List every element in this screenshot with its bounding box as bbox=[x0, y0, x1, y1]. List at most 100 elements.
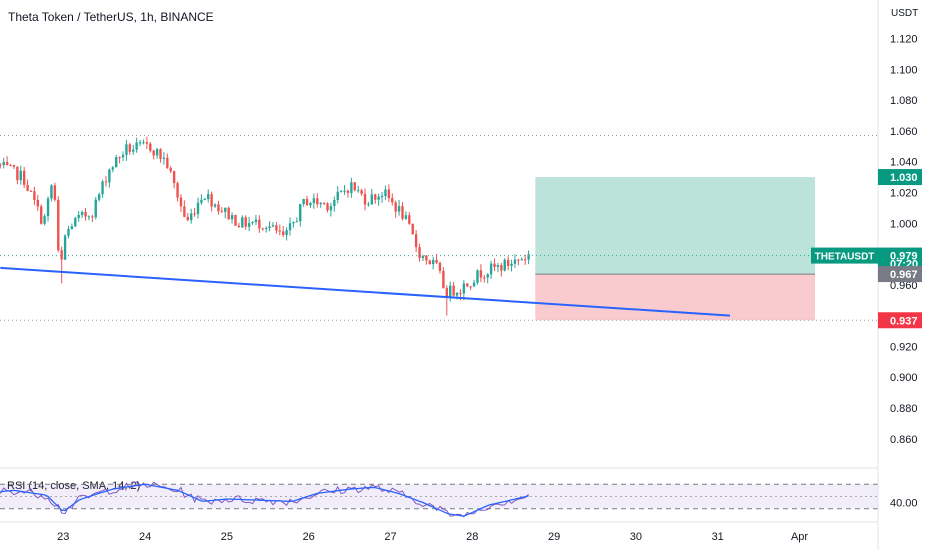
candle bbox=[224, 207, 227, 213]
candle bbox=[391, 198, 394, 203]
candle bbox=[411, 223, 414, 235]
candle bbox=[404, 215, 408, 219]
price-tick-label: 1.000 bbox=[890, 218, 918, 230]
candle bbox=[53, 185, 57, 200]
candle bbox=[22, 170, 26, 185]
trendline-group bbox=[0, 266, 731, 317]
candle bbox=[431, 259, 435, 265]
candle bbox=[50, 185, 53, 199]
candle bbox=[312, 198, 316, 204]
candle bbox=[476, 270, 479, 283]
candle bbox=[271, 225, 275, 227]
price-tick-label: 1.080 bbox=[890, 95, 918, 107]
profit-tag bbox=[878, 169, 922, 186]
time-tick-label: Apr bbox=[791, 531, 808, 543]
rsi-pane bbox=[0, 467, 878, 518]
candle bbox=[367, 204, 370, 206]
candle bbox=[128, 144, 132, 152]
candle bbox=[46, 198, 50, 217]
candle bbox=[254, 219, 258, 223]
candle bbox=[496, 265, 500, 268]
candle bbox=[87, 216, 91, 218]
candle bbox=[370, 194, 374, 205]
candle bbox=[527, 254, 530, 260]
candle bbox=[251, 222, 254, 224]
time-tick-label: 23 bbox=[57, 531, 69, 543]
candle bbox=[425, 255, 428, 261]
candle bbox=[387, 189, 391, 199]
profit-zone bbox=[535, 177, 816, 275]
candle bbox=[455, 292, 459, 296]
candle bbox=[268, 226, 271, 229]
candle bbox=[333, 199, 336, 207]
time-tick-label: 27 bbox=[384, 531, 396, 543]
candle bbox=[384, 189, 387, 197]
candle bbox=[138, 142, 142, 144]
candle bbox=[60, 250, 63, 260]
candle bbox=[237, 225, 241, 228]
candle bbox=[166, 157, 169, 169]
candle bbox=[394, 202, 397, 212]
candle bbox=[377, 196, 380, 200]
candle bbox=[322, 202, 326, 204]
candle bbox=[149, 143, 152, 151]
candle bbox=[80, 211, 84, 215]
candle bbox=[193, 213, 196, 215]
candle bbox=[356, 190, 360, 192]
candle bbox=[316, 198, 319, 205]
candle bbox=[43, 216, 46, 224]
symbol-tag bbox=[811, 247, 878, 264]
candle bbox=[466, 283, 469, 287]
time-tick-label: 31 bbox=[712, 531, 724, 543]
candle bbox=[346, 190, 350, 193]
candle bbox=[196, 202, 200, 214]
candle bbox=[295, 221, 299, 223]
candle bbox=[285, 230, 288, 236]
candle bbox=[91, 216, 94, 218]
candle bbox=[0, 164, 2, 166]
candle bbox=[97, 194, 101, 200]
chart-title: Theta Token / TetherUS, 1h, BINANCE bbox=[8, 10, 214, 24]
price-tick-label: 1.100 bbox=[890, 64, 918, 76]
time-tick-label: 24 bbox=[139, 531, 151, 543]
rsi-title: RSI (14, close, SMA, 14, 2) bbox=[7, 480, 141, 492]
candle bbox=[428, 260, 431, 265]
candle bbox=[36, 199, 40, 207]
entry-tag-label: 0.967 bbox=[890, 269, 918, 281]
candle bbox=[275, 225, 278, 231]
candle bbox=[162, 157, 166, 159]
candle bbox=[506, 259, 510, 267]
time-tick-label: 25 bbox=[221, 531, 233, 543]
rsi-ma-line bbox=[0, 483, 529, 517]
candle bbox=[241, 217, 244, 228]
candle bbox=[326, 203, 329, 211]
candle bbox=[363, 193, 367, 205]
candle bbox=[33, 191, 36, 200]
price-tick-label: 0.920 bbox=[890, 341, 918, 353]
time-tick-label: 28 bbox=[466, 531, 478, 543]
candle bbox=[343, 190, 346, 192]
candle bbox=[503, 259, 506, 271]
candle bbox=[500, 265, 503, 271]
candle bbox=[5, 161, 9, 165]
candle bbox=[132, 149, 135, 152]
candle bbox=[227, 207, 230, 220]
candle bbox=[414, 234, 418, 248]
candle bbox=[234, 215, 237, 226]
price-tick-label: 0.960 bbox=[890, 280, 918, 292]
candle bbox=[435, 259, 438, 263]
candle bbox=[449, 285, 452, 298]
candle bbox=[9, 164, 12, 166]
candle bbox=[493, 263, 496, 268]
candle bbox=[469, 286, 472, 288]
candle bbox=[486, 274, 489, 278]
candle bbox=[145, 142, 149, 144]
price-tick-label: 0.900 bbox=[890, 372, 918, 384]
candle bbox=[442, 270, 445, 289]
candle bbox=[282, 231, 285, 236]
candle bbox=[292, 221, 295, 224]
candle bbox=[438, 262, 442, 271]
candles bbox=[0, 136, 530, 316]
time-tick-label: 26 bbox=[303, 531, 315, 543]
